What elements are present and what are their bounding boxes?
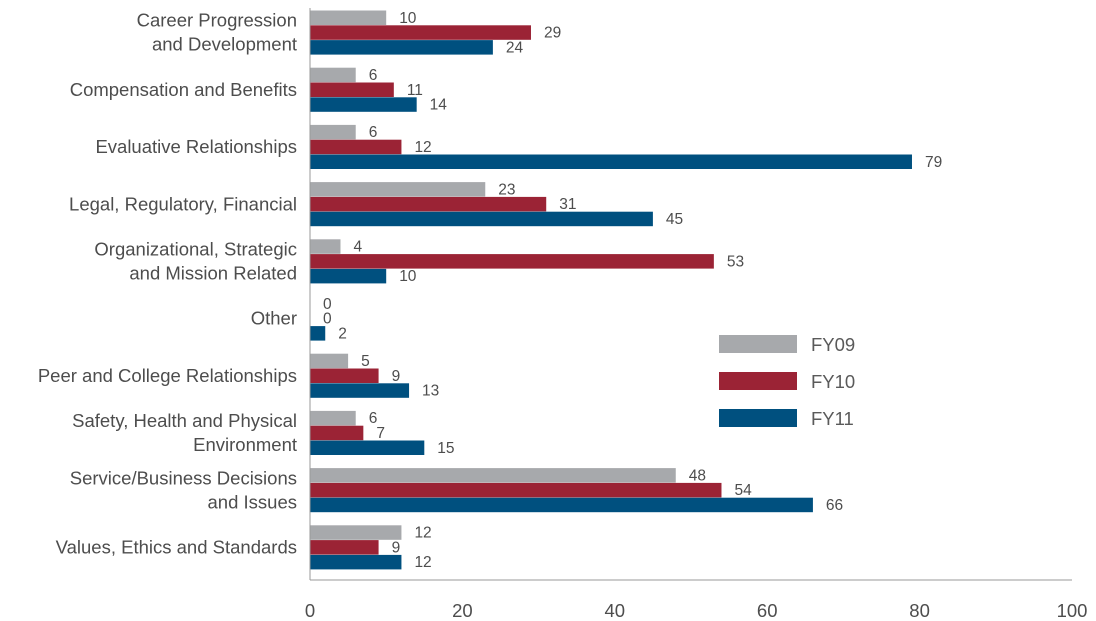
value-label: 6	[369, 67, 378, 84]
value-label: 7	[376, 425, 385, 442]
value-label: 5	[361, 353, 370, 370]
value-label: 14	[430, 97, 448, 114]
value-label: 12	[414, 554, 431, 571]
bar-fy10	[310, 196, 547, 212]
bar-fy10	[310, 368, 379, 383]
legend: FY09 FY10 FY11	[719, 334, 855, 429]
legend-swatch-fy10	[719, 372, 797, 390]
bar-fy09	[310, 182, 486, 197]
bar-fy11	[310, 497, 813, 513]
bar-fy10	[310, 82, 394, 97]
value-label: 66	[826, 497, 843, 514]
bar-fy10	[310, 25, 531, 40]
category-label: Evaluative Relationships	[95, 136, 297, 157]
bar-fy10	[310, 540, 379, 555]
category-labels: Career Progression and Development Compens…	[38, 10, 297, 558]
bar-fy11	[310, 154, 912, 169]
bar-fy11	[310, 440, 425, 455]
category-label: Peer and College Relationships	[38, 365, 297, 386]
bar-fy11	[310, 554, 402, 570]
category-label: Other	[251, 308, 297, 329]
legend-label: FY09	[811, 334, 855, 355]
bar-fy09	[310, 10, 387, 25]
category-label: Service/Business Decisions	[70, 467, 297, 488]
value-label: 15	[437, 440, 454, 457]
bar-fy11	[310, 268, 387, 284]
category-label: Safety, Health and Physical	[72, 410, 297, 431]
bar-fy10	[310, 482, 722, 498]
bar-fy10	[310, 254, 714, 269]
bar-fy11	[310, 383, 410, 398]
bar-fy09	[310, 124, 356, 140]
value-label: 12	[414, 525, 431, 542]
category-label: Compensation and Benefits	[70, 79, 297, 100]
value-label: 0	[323, 296, 332, 313]
legend-label: FY11	[811, 408, 854, 429]
value-label: 48	[689, 467, 706, 484]
value-label: 6	[369, 124, 378, 141]
value-label: 12	[414, 139, 431, 156]
value-label: 13	[422, 383, 439, 400]
bar-fy09	[310, 410, 356, 426]
x-tick-labels: 0 20 40 60 80 100	[305, 600, 1088, 621]
value-label: 0	[323, 311, 332, 328]
bars	[310, 10, 912, 570]
x-tick-label: 40	[605, 600, 626, 621]
category-label: and Mission Related	[129, 263, 297, 284]
bar-fy11	[310, 211, 653, 227]
value-label: 10	[399, 268, 417, 285]
value-label: 2	[338, 325, 347, 342]
category-label: Organizational, Strategic	[94, 239, 297, 260]
value-label: 45	[666, 211, 683, 228]
legend-swatch-fy09	[719, 335, 797, 353]
category-label: Legal, Regulatory, Financial	[69, 193, 297, 214]
bar-fy09	[310, 525, 402, 540]
bar-fy11	[310, 97, 417, 112]
x-tick-label: 80	[909, 600, 930, 621]
value-label: 6	[369, 410, 378, 427]
bar-fy10	[310, 139, 402, 155]
bar-fy09	[310, 353, 349, 369]
value-label: 29	[544, 25, 561, 42]
bar-fy09	[310, 468, 676, 483]
value-label: 24	[506, 39, 524, 56]
bar-fy09	[310, 239, 341, 254]
x-tick-label: 60	[757, 600, 778, 621]
x-tick-label: 20	[452, 600, 473, 621]
value-label: 11	[407, 82, 423, 99]
x-tick-label: 100	[1057, 600, 1088, 621]
value-label: 53	[727, 253, 744, 270]
category-label: Environment	[193, 434, 297, 455]
value-label: 23	[498, 181, 515, 198]
bar-fy09	[310, 67, 356, 83]
value-label: 54	[734, 482, 752, 499]
category-label: Career Progression	[137, 10, 297, 31]
category-label: Values, Ethics and Standards	[56, 537, 297, 558]
value-label: 9	[392, 368, 401, 385]
bar-fy11	[310, 40, 493, 55]
category-label: and Issues	[208, 491, 297, 512]
bar-fy11	[310, 326, 326, 341]
value-label: 31	[559, 196, 576, 213]
legend-swatch-fy11	[719, 409, 797, 427]
value-label: 79	[925, 154, 942, 171]
x-tick-label: 0	[305, 600, 315, 621]
value-label: 4	[353, 239, 362, 256]
value-label: 9	[392, 539, 401, 556]
value-label: 10	[399, 10, 417, 27]
legend-label: FY10	[811, 371, 855, 392]
value-labels: 1029246111461279233145453100025913671548…	[323, 10, 942, 571]
category-label: and Development	[152, 34, 297, 55]
bar-fy10	[310, 425, 364, 441]
